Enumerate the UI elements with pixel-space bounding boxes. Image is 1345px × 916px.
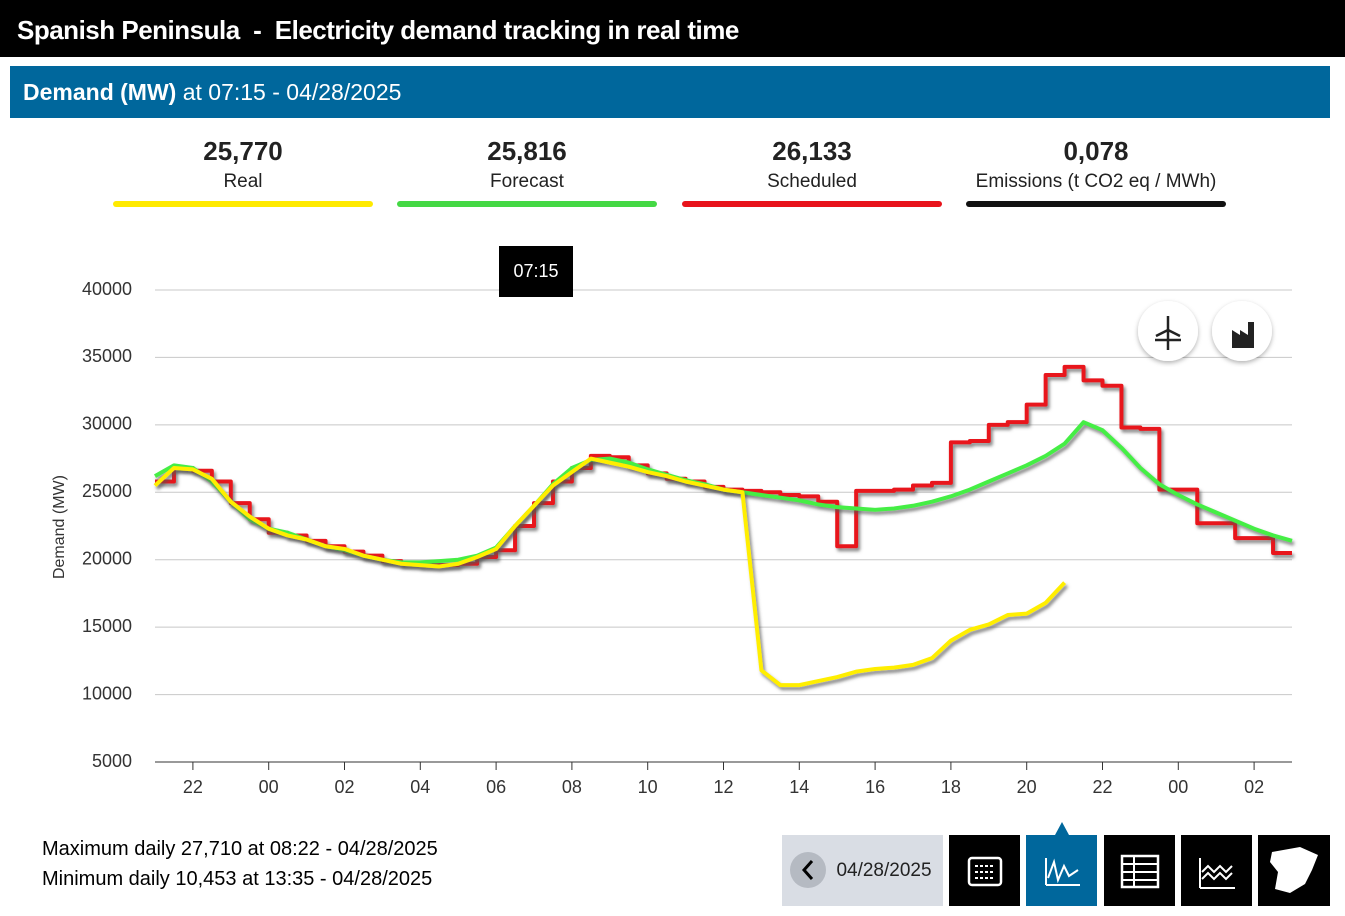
y-tick-label: 10000 bbox=[82, 683, 132, 703]
summary-value: 26,133 bbox=[772, 136, 852, 166]
tooltip bbox=[499, 246, 573, 297]
summary-card: 25,816 Forecast bbox=[397, 136, 657, 207]
table-view-button[interactable] bbox=[1104, 835, 1175, 906]
summary-bar bbox=[113, 201, 373, 207]
x-tick-label: 16 bbox=[865, 777, 885, 797]
x-tick-label: 00 bbox=[1168, 777, 1188, 797]
y-tick-label: 25000 bbox=[82, 481, 132, 501]
summary-value: 25,770 bbox=[203, 136, 283, 166]
series-line bbox=[155, 364, 1292, 568]
max-daily: Maximum daily 27,710 at 08:22 - 04/28/20… bbox=[42, 838, 438, 860]
y-tick-label: 35000 bbox=[82, 346, 132, 366]
x-tick-label: 10 bbox=[638, 777, 658, 797]
summary-bar bbox=[966, 201, 1226, 207]
calendar-button[interactable] bbox=[949, 835, 1020, 906]
factory-button[interactable] bbox=[1212, 301, 1272, 361]
page-header: Spanish Peninsula - Electricity demand t… bbox=[0, 0, 1345, 57]
x-tick-label: 12 bbox=[713, 777, 733, 797]
summary-bar bbox=[397, 201, 657, 207]
y-tick-label: 30000 bbox=[82, 414, 132, 434]
prev-day-button[interactable] bbox=[790, 852, 826, 888]
summary-label: Scheduled bbox=[767, 171, 857, 192]
x-tick-label: 04 bbox=[410, 777, 430, 797]
y-axis-label: Demand (MW) bbox=[51, 475, 68, 579]
tooltip-text: 07:15 bbox=[513, 261, 558, 281]
y-tick-label: 5000 bbox=[92, 751, 132, 771]
x-tick-label: 18 bbox=[941, 777, 961, 797]
summary-bar bbox=[682, 201, 942, 207]
page-title: Electricity demand tracking in real time bbox=[274, 15, 740, 45]
x-tick-label: 20 bbox=[1017, 777, 1037, 797]
summary-label: Emissions (t CO2 eq / MWh) bbox=[975, 171, 1217, 192]
summary-card: 25,770 Real bbox=[113, 136, 373, 207]
summary-value: 25,816 bbox=[487, 136, 567, 166]
x-tick-label: 08 bbox=[562, 777, 582, 797]
wind-button[interactable] bbox=[1138, 301, 1198, 361]
x-tick-label: 02 bbox=[1244, 777, 1264, 797]
subheader: Demand (MW) at 07:15 - 04/28/2025 bbox=[10, 66, 1330, 118]
summary-card: 0,078 Emissions (t CO2 eq / MWh) bbox=[966, 136, 1226, 207]
y-tick-label: 15000 bbox=[82, 616, 132, 636]
x-tick-label: 14 bbox=[789, 777, 809, 797]
measure: Demand (MW) bbox=[23, 79, 177, 105]
timestamp: at 07:15 - 04/28/2025 bbox=[182, 79, 402, 105]
separator: - bbox=[253, 15, 262, 45]
region: Spanish Peninsula bbox=[17, 15, 240, 45]
summary-card: 26,133 Scheduled bbox=[682, 136, 942, 207]
x-tick-label: 02 bbox=[334, 777, 354, 797]
series-line bbox=[153, 456, 1067, 688]
summary-label: Real bbox=[223, 171, 263, 192]
date-text: 04/28/2025 bbox=[836, 860, 931, 881]
x-tick-label: 00 bbox=[259, 777, 279, 797]
x-tick-label: 22 bbox=[1092, 777, 1112, 797]
summary-label: Forecast bbox=[490, 171, 564, 192]
x-tick-label: 06 bbox=[486, 777, 506, 797]
summary-value: 0,078 bbox=[1063, 136, 1129, 166]
y-tick-label: 40000 bbox=[82, 279, 132, 299]
x-tick-label: 22 bbox=[183, 777, 203, 797]
min-daily: Minimum daily 10,453 at 13:35 - 04/28/20… bbox=[42, 868, 433, 890]
y-tick-label: 20000 bbox=[82, 548, 132, 568]
